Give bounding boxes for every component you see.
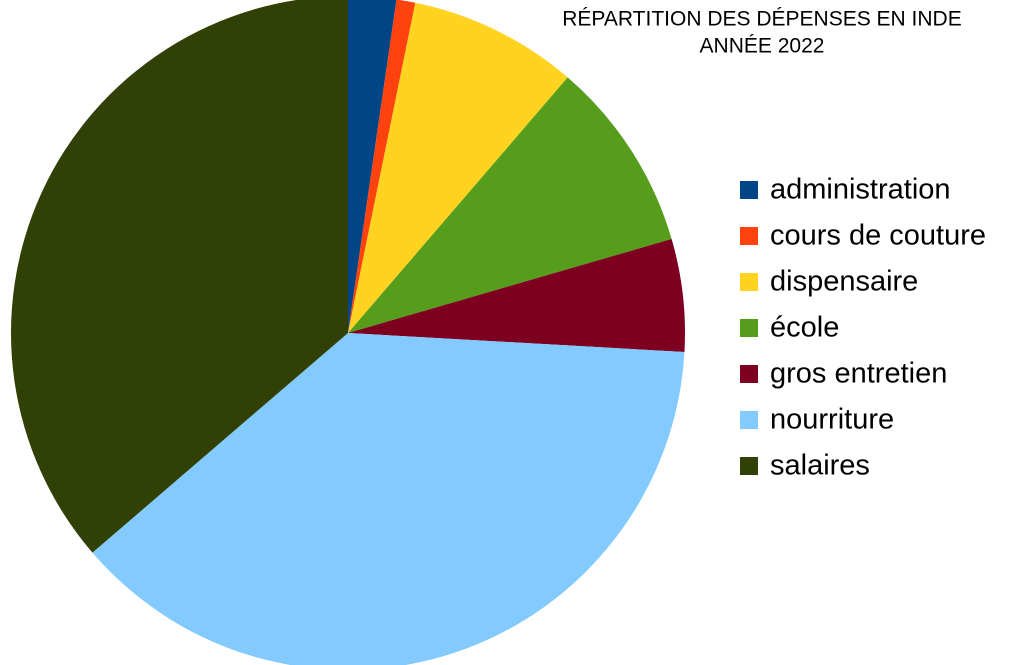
pie-slice [348, 2, 568, 333]
pie-slice [348, 238, 685, 353]
chart-title: RÉPARTITION DES DÉPENSES EN INDE [562, 8, 961, 31]
legend-label: école [770, 312, 839, 344]
legend-label: cours de couture [770, 220, 986, 252]
legend-label: salaires [770, 450, 870, 482]
legend-swatch [740, 319, 758, 337]
legend-swatch [740, 411, 758, 429]
pie-slice [11, 0, 348, 553]
pie-slice [348, 0, 397, 333]
legend-swatch [740, 457, 758, 475]
chart-subtitle: ANNÉE 2022 [700, 35, 825, 58]
legend-swatch [740, 365, 758, 383]
legend-swatch [740, 227, 758, 245]
legend-label: administration [770, 174, 951, 206]
legend-swatch [740, 181, 758, 199]
pie-slice [92, 333, 685, 665]
legend-swatch [740, 273, 758, 291]
legend-label: gros entretien [770, 358, 947, 390]
pie-slice [348, 77, 672, 333]
legend-label: dispensaire [770, 266, 918, 298]
pie-slice [348, 0, 416, 333]
legend-label: nourriture [770, 404, 894, 436]
